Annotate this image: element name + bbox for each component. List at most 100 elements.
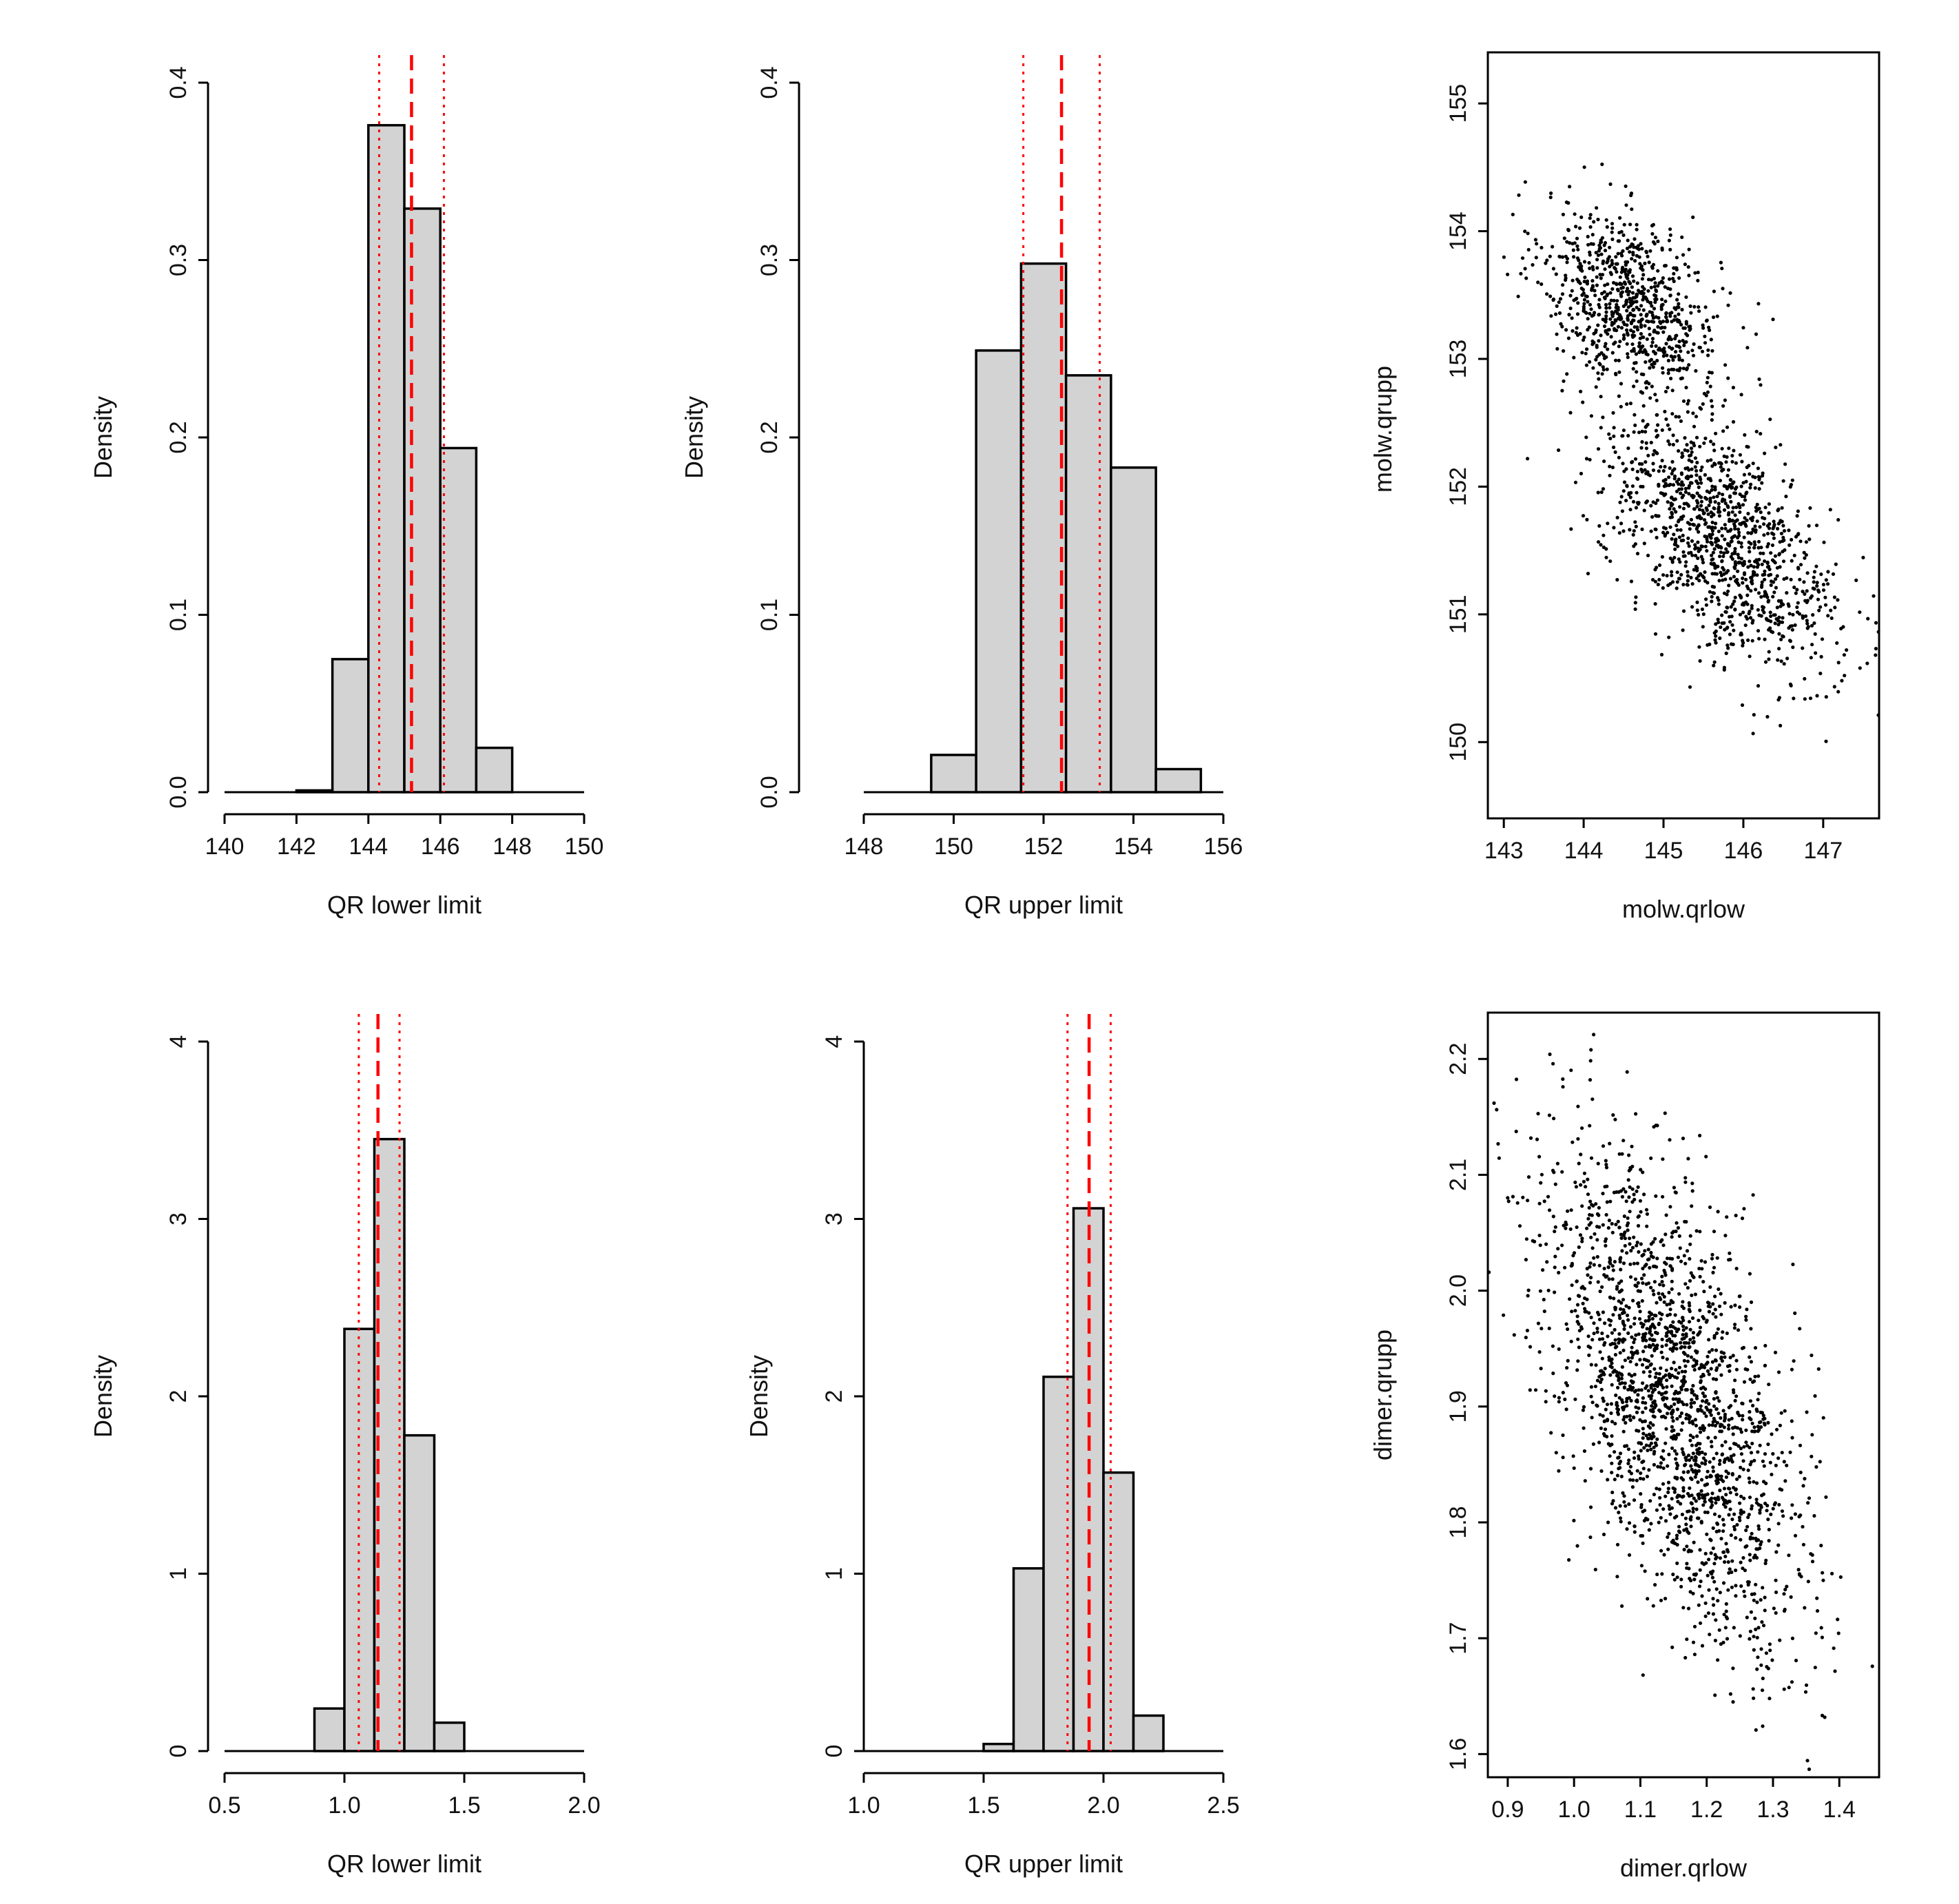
scatter-point <box>1789 1595 1793 1599</box>
scatter-point <box>1708 328 1712 332</box>
scatter-point <box>1740 1401 1744 1405</box>
scatter-point <box>1755 1409 1759 1414</box>
scatter-point <box>1692 523 1696 527</box>
scatter-point <box>1637 320 1641 324</box>
scatter-point <box>1717 529 1721 534</box>
scatter-point <box>1648 1265 1652 1270</box>
scatter-point <box>1671 442 1675 447</box>
scatter-point <box>1630 1485 1635 1489</box>
scatter-point <box>1582 304 1586 309</box>
scatter-point <box>1666 1535 1670 1539</box>
scatter-point <box>1590 1338 1595 1342</box>
scatter-point <box>1710 599 1714 603</box>
scatter-point <box>1754 1481 1759 1485</box>
scatter-point <box>1698 1621 1703 1625</box>
scatter-point <box>1769 614 1773 619</box>
scatter-point <box>1650 337 1655 341</box>
scatter-point <box>1797 1515 1801 1519</box>
scatter-point <box>1661 1466 1666 1470</box>
scatter-point <box>1661 1194 1665 1199</box>
scatter-point <box>1743 495 1747 499</box>
scatter-point <box>1628 1167 1632 1171</box>
scatter-point <box>1668 335 1672 339</box>
scatter-point <box>1749 563 1753 568</box>
scatter-point <box>1710 418 1714 422</box>
scatter-point <box>1600 162 1604 167</box>
scatter-point <box>1762 1464 1766 1468</box>
scatter-point <box>1782 1460 1786 1464</box>
scatter-point <box>1587 260 1591 265</box>
scatter-point <box>1668 1312 1672 1316</box>
scatter-point <box>1729 499 1733 504</box>
scatter-point <box>1658 1496 1662 1500</box>
scatter-point <box>1735 1477 1739 1481</box>
scatter-point <box>1626 1387 1630 1391</box>
scatter-point <box>1687 1509 1691 1513</box>
scatter-point <box>1647 1528 1651 1532</box>
scatter-point <box>1649 1522 1653 1526</box>
scatter-point <box>1694 1359 1699 1363</box>
scatter-point <box>1628 495 1632 499</box>
scatter-point <box>1763 506 1768 510</box>
scatter-point <box>1693 456 1697 460</box>
scatter-point <box>1632 245 1636 249</box>
scatter-point <box>1636 1289 1640 1293</box>
scatter-point <box>1732 448 1736 453</box>
y-tick-label: 0.4 <box>165 66 191 99</box>
scatter-point <box>1805 621 1810 625</box>
scatter-point <box>1681 1137 1686 1141</box>
scatter-point <box>1694 1507 1699 1511</box>
scatter-point <box>1686 570 1690 574</box>
scatter-point <box>1748 472 1752 476</box>
y-tick-label: 3 <box>821 1212 847 1225</box>
scatter-point <box>1681 253 1686 257</box>
scatter-point <box>1655 1437 1659 1441</box>
scatter-point <box>1577 1161 1581 1166</box>
scatter-point <box>1577 1294 1582 1298</box>
scatter-point <box>1604 1163 1608 1167</box>
scatter-point <box>1618 1260 1622 1264</box>
scatter-point <box>1679 1259 1683 1263</box>
scatter-point <box>1562 379 1566 383</box>
scatter-point <box>1714 641 1718 645</box>
scatter-point <box>1606 1478 1610 1482</box>
scatter-point <box>1709 439 1713 444</box>
scatter-point <box>1687 324 1691 329</box>
scatter-point <box>1601 1310 1605 1314</box>
scatter-point <box>1697 549 1701 553</box>
scatter-point <box>1571 242 1575 246</box>
scatter-point <box>1689 453 1693 457</box>
scatter-point <box>1683 1261 1688 1265</box>
scatter-point <box>1681 366 1686 371</box>
scatter-point <box>1581 1301 1585 1305</box>
scatter-point <box>1666 423 1670 427</box>
scatter-point <box>1722 1523 1726 1527</box>
scatter-point <box>1610 237 1615 241</box>
scatter-point <box>1667 368 1671 372</box>
scatter-point <box>1721 404 1725 408</box>
scatter-point <box>1635 1351 1639 1355</box>
scatter-point <box>1671 1397 1675 1401</box>
scatter-point <box>1626 305 1630 309</box>
scatter-point <box>1712 1512 1717 1516</box>
scatter-point <box>1677 292 1681 296</box>
scatter-point <box>1621 462 1625 466</box>
scatter-point <box>1680 307 1684 312</box>
scatter-point <box>1666 1547 1670 1551</box>
scatter-point <box>1588 1124 1592 1128</box>
scatter-point <box>1590 1203 1594 1207</box>
scatter-point <box>1728 517 1732 521</box>
scatter-point <box>1670 389 1675 393</box>
scatter-point <box>1605 367 1609 371</box>
scatter-point <box>1717 1399 1721 1403</box>
scatter-point <box>1777 632 1781 636</box>
scatter-point <box>1677 1371 1681 1375</box>
scatter-point <box>1722 621 1726 625</box>
scatter-point <box>1745 1444 1750 1448</box>
scatter-point <box>1605 1274 1609 1279</box>
scatter-point <box>1714 540 1718 544</box>
scatter-point <box>1661 302 1665 307</box>
scatter-point <box>1626 1461 1630 1466</box>
scatter-point <box>1765 532 1770 536</box>
scatter-point <box>1699 1365 1703 1369</box>
